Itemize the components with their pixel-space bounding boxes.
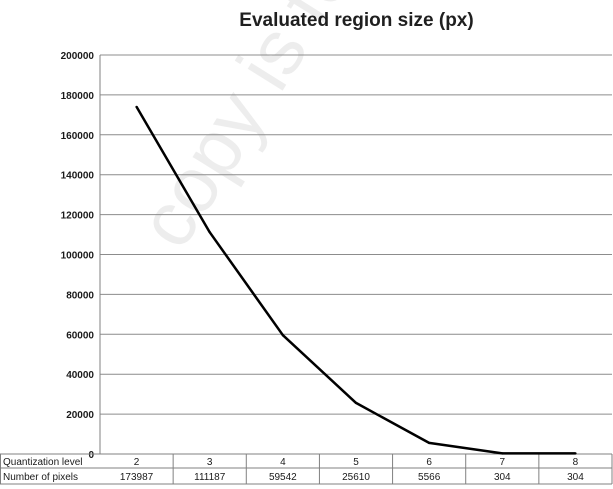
y-tick-label: 180000 (61, 91, 95, 102)
series-line (135, 106, 576, 455)
table-row-label: Quantization level (3, 457, 83, 468)
table-value-cell: 111187 (194, 472, 226, 483)
data-point (281, 334, 285, 337)
y-tick-label: 140000 (61, 171, 95, 182)
data-point (354, 401, 358, 405)
y-tick-label: 120000 (61, 211, 95, 222)
table-value-cell: 173987 (120, 472, 154, 483)
table-value-cell: 304 (567, 472, 584, 483)
x-category-label: 8 (573, 457, 579, 468)
chart-title: Evaluated region size (px) (239, 10, 474, 31)
data-point (427, 441, 431, 445)
table-value-cell: 25610 (342, 472, 370, 483)
y-tick-label: 20000 (66, 410, 94, 421)
y-tick-label: 160000 (61, 131, 95, 142)
y-tick-label: 100000 (61, 251, 95, 262)
data-point (135, 105, 138, 109)
data-point (208, 230, 211, 234)
data-point (501, 452, 504, 455)
y-tick-label: 40000 (66, 370, 94, 381)
x-category-label: 3 (207, 457, 213, 468)
y-tick-label: 200000 (61, 51, 95, 62)
data-point (574, 452, 577, 455)
table-value-cell: 59542 (269, 472, 297, 483)
y-tick-label: 0 (88, 450, 94, 461)
x-category-label: 6 (426, 457, 432, 468)
x-category-label: 4 (280, 457, 286, 468)
y-tick-label: 80000 (66, 290, 94, 301)
x-category-label: 5 (353, 457, 359, 468)
x-category-label: 7 (500, 457, 506, 468)
y-tick-label: 60000 (66, 330, 94, 341)
table-value-cell: 304 (494, 472, 511, 483)
x-category-label: 2 (134, 457, 140, 468)
table-row-label: Number of pixels (3, 472, 78, 483)
table-value-cell: 5566 (418, 472, 441, 483)
